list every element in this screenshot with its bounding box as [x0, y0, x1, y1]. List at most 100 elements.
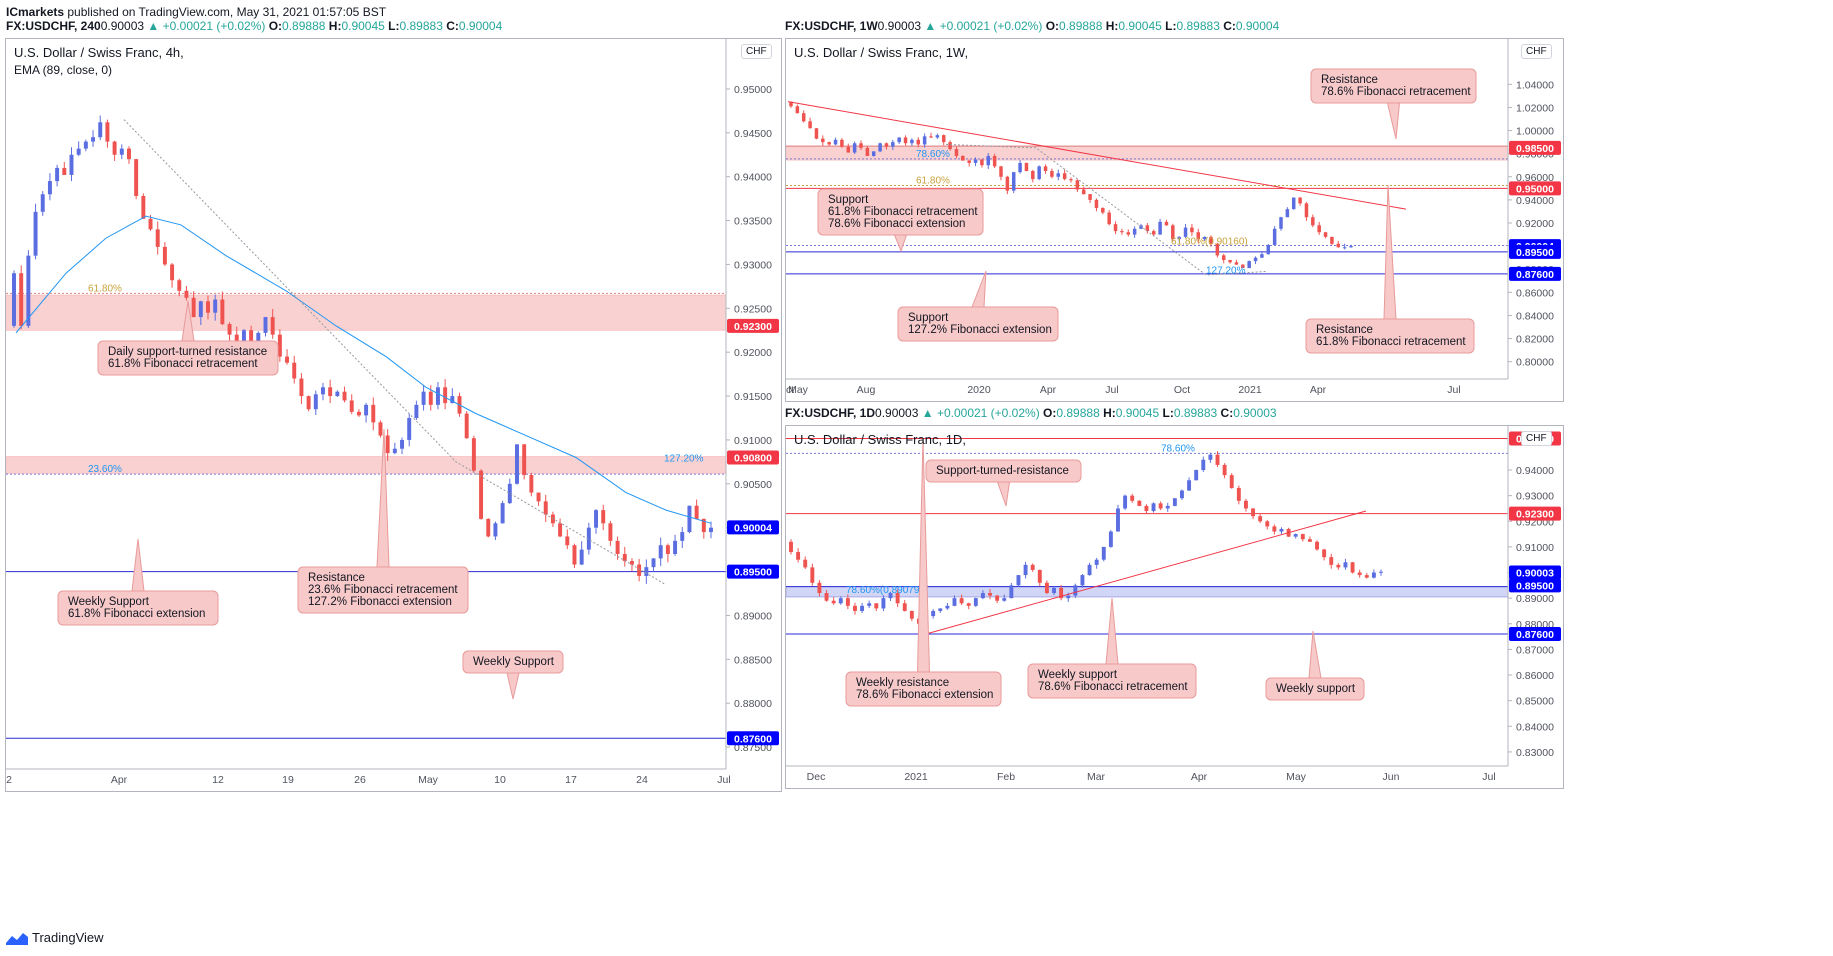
candle	[1304, 203, 1309, 218]
candle	[1087, 564, 1092, 576]
y-tick-label: 0.96000	[1516, 172, 1554, 184]
candle	[529, 475, 534, 493]
header-text: O:	[1039, 406, 1057, 420]
candle	[1145, 225, 1150, 232]
header-high: 0.90045	[341, 19, 385, 33]
y-tick-label: 0.83000	[1516, 747, 1554, 759]
header-text: C:	[1219, 19, 1236, 33]
candle	[852, 143, 857, 153]
left-chart-panel[interactable]: 61.80% 23.60% 127.20% 0.95000 0.94500 0.94000…	[5, 38, 782, 792]
candle	[141, 195, 146, 219]
candle	[486, 518, 491, 537]
candle	[992, 155, 997, 167]
price-label: 0.87600	[1516, 269, 1554, 281]
header-text: L:	[1159, 406, 1174, 420]
candle	[838, 598, 843, 604]
candle	[859, 143, 863, 148]
candle	[840, 139, 844, 147]
x-tick-label: Jul	[1105, 384, 1118, 396]
candle	[155, 229, 160, 247]
candle	[1132, 228, 1137, 235]
header-price: 0.90003	[877, 19, 922, 33]
candle	[941, 135, 946, 143]
candle	[658, 545, 663, 559]
candle	[902, 603, 907, 611]
candle	[126, 148, 131, 160]
candle	[1266, 244, 1271, 255]
candle	[443, 387, 448, 404]
candle	[227, 324, 232, 335]
x-tick-label: Apr	[1310, 384, 1327, 396]
candle	[536, 492, 541, 502]
candle	[335, 391, 340, 397]
candle	[1164, 221, 1169, 226]
candle	[1350, 562, 1355, 573]
header-high: 0.90045	[1115, 406, 1160, 420]
x-tick-label: Apr	[1040, 384, 1057, 396]
candle	[687, 505, 692, 533]
candle	[1066, 595, 1071, 599]
candle	[1272, 526, 1277, 532]
x-tick-label: May	[1286, 771, 1307, 783]
candle	[62, 167, 67, 175]
fib-label: 61.80%(0.90160)	[1171, 237, 1248, 248]
weekly-chart-panel[interactable]: 78.60% 61.80% 61.80%(0.90160) 127.20% 1.0400…	[785, 38, 1564, 402]
candle	[1183, 227, 1188, 237]
callout-text: 78.6% Fibonacci extension	[856, 689, 993, 701]
candle	[961, 155, 965, 161]
candle	[19, 273, 24, 326]
candle	[1172, 498, 1177, 506]
candle	[1081, 189, 1086, 195]
daily-chart-panel[interactable]: 78.60% 78.60%(0.89079) 0.94000 0.93000 0.920…	[785, 425, 1564, 789]
candle	[1137, 500, 1142, 506]
callout-text: Support	[908, 312, 949, 324]
price-label: 0.89500	[734, 567, 772, 579]
candle	[565, 536, 570, 546]
currency-button[interactable]: CHF	[741, 44, 772, 59]
footer-brand[interactable]: TradingView	[6, 930, 104, 945]
callout-text: 61.8% Fibonacci retracement	[828, 206, 978, 218]
candle	[572, 545, 577, 565]
candle	[1016, 575, 1021, 586]
header-price: 0.90003	[100, 19, 145, 33]
candle	[967, 160, 971, 163]
candle	[1094, 199, 1099, 208]
candle	[1251, 508, 1256, 517]
candle	[878, 143, 882, 152]
candle	[1260, 254, 1264, 258]
y-tick-label: 0.88500	[734, 654, 772, 666]
candle	[1349, 246, 1353, 248]
candle	[846, 146, 851, 153]
callout-pointer	[971, 270, 987, 308]
candle	[986, 155, 991, 166]
candle	[1165, 505, 1170, 509]
candle	[33, 211, 38, 256]
ema-line	[15, 215, 712, 524]
price-label-box	[1509, 181, 1561, 196]
candle	[608, 523, 613, 541]
candle	[1229, 475, 1234, 488]
candle	[1126, 232, 1131, 235]
y-tick-label: 0.94000	[734, 172, 772, 184]
currency-button[interactable]: CHF	[1521, 431, 1552, 446]
candle	[83, 141, 88, 149]
candle	[493, 523, 498, 537]
y-tick-label: 0.87000	[1516, 644, 1554, 656]
candle	[952, 598, 957, 606]
x-tick-label: 2	[6, 774, 12, 786]
candle	[935, 135, 940, 138]
candle	[1030, 564, 1035, 570]
candle	[1023, 564, 1028, 576]
candle	[515, 444, 519, 484]
callout-text: 127.2% Fibonacci extension	[308, 596, 452, 608]
candle	[371, 404, 376, 423]
candle	[213, 299, 218, 313]
candle	[270, 317, 275, 335]
y-tick-label: 0.94000	[1516, 465, 1554, 477]
callout-text: 61.8% Fibonacci extension	[68, 608, 205, 620]
candle	[1307, 539, 1312, 542]
x-tick-label: May	[788, 384, 809, 396]
candle	[629, 561, 634, 565]
currency-button[interactable]: CHF	[1521, 44, 1552, 59]
callout-text: 61.8% Fibonacci retracement	[108, 358, 258, 370]
